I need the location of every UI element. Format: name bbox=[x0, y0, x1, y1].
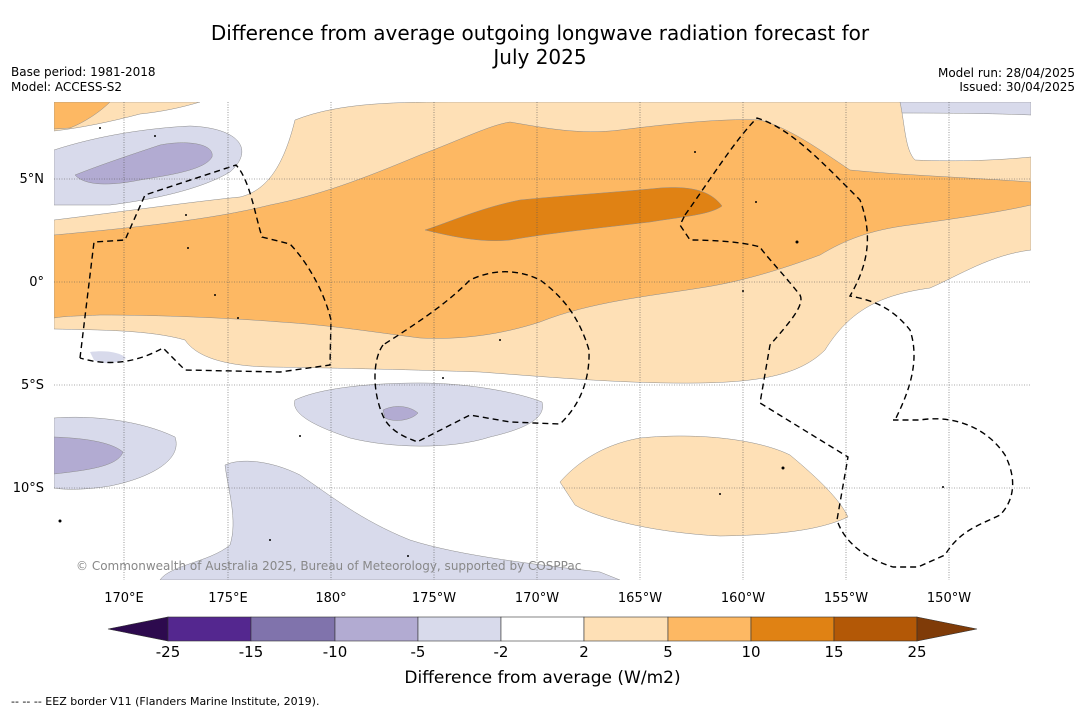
island-marker bbox=[694, 151, 696, 153]
island-marker bbox=[237, 317, 239, 319]
colorbar-tick: 5 bbox=[663, 643, 673, 661]
island-marker bbox=[269, 539, 271, 541]
anomaly-region-n5-n2-sw2 bbox=[90, 351, 126, 364]
colorbar-bin bbox=[417, 616, 502, 642]
island-marker bbox=[942, 486, 944, 488]
island-marker bbox=[214, 294, 216, 296]
base-period: Base period: 1981-2018 bbox=[11, 65, 156, 79]
colorbar-tick: -15 bbox=[238, 643, 264, 661]
island-marker bbox=[299, 435, 301, 437]
island-marker bbox=[499, 339, 501, 341]
island-marker bbox=[154, 135, 156, 137]
anomaly-region-n10-n5-nw bbox=[74, 142, 213, 185]
lon-label-180: 180° bbox=[315, 591, 346, 606]
colorbar-bin bbox=[667, 616, 752, 642]
lon-label-170w: 170°W bbox=[515, 591, 559, 606]
lat-label-10s: 10°S bbox=[13, 481, 44, 496]
lat-label-5n: 5°N bbox=[20, 172, 45, 187]
chart-title-line2: July 2025 bbox=[493, 45, 587, 69]
anomaly-region-p10-p15 bbox=[424, 187, 723, 241]
lon-label-175w: 175°W bbox=[412, 591, 456, 606]
colorbar-bin bbox=[500, 616, 585, 642]
gridlines bbox=[54, 102, 1031, 580]
island-marker bbox=[719, 493, 721, 495]
colorbar-bin bbox=[583, 616, 669, 642]
island-marker bbox=[755, 201, 757, 203]
copyright-text: © Commonwealth of Australia 2025, Bureau… bbox=[76, 559, 581, 573]
colorbar bbox=[107, 616, 978, 642]
colorbar-bin bbox=[334, 616, 419, 642]
colorbar-bin bbox=[250, 616, 336, 642]
colorbar-bin bbox=[833, 616, 918, 642]
lat-label-0: 0° bbox=[29, 275, 44, 290]
island-marker bbox=[781, 466, 785, 470]
anomaly-region-n10-n5-w bbox=[54, 436, 124, 475]
colorbar-tick: -2 bbox=[493, 643, 509, 661]
colorbar-tick: -10 bbox=[322, 643, 348, 661]
issued-date: Issued: 30/04/2025 bbox=[959, 80, 1075, 94]
lon-label-165w: 165°W bbox=[618, 591, 662, 606]
island-markers bbox=[58, 127, 944, 557]
eez-footnote: -- -- -- EEZ border V11 (Flanders Marine… bbox=[11, 695, 320, 708]
colorbar-upper-extension bbox=[916, 616, 978, 642]
island-marker bbox=[795, 240, 799, 244]
anomaly-region-n5-n2-sw bbox=[159, 460, 621, 580]
eez-border-west bbox=[79, 164, 332, 373]
lon-label-175e: 175°E bbox=[208, 591, 248, 606]
island-marker bbox=[742, 290, 744, 292]
colorbar-title: Difference from average (W/m2) bbox=[404, 668, 681, 688]
eez-borders bbox=[79, 117, 1014, 568]
lon-label-150w: 150°W bbox=[927, 591, 971, 606]
colorbar-tick: -25 bbox=[155, 643, 181, 661]
colorbar-bin bbox=[167, 616, 252, 642]
island-marker bbox=[187, 247, 189, 249]
anomaly-region-n10-n5-mid bbox=[382, 406, 419, 421]
eez-border-east bbox=[679, 117, 1014, 568]
colorbar-tick: -5 bbox=[410, 643, 426, 661]
colorbar-bin bbox=[750, 616, 835, 642]
model-run: Model run: 28/04/2025 bbox=[937, 66, 1075, 80]
island-marker bbox=[407, 555, 409, 557]
chart-title-line1: Difference from average outgoing longwav… bbox=[210, 21, 870, 45]
colorbar-lower-extension bbox=[107, 616, 169, 642]
anomaly-region-p5-p10-top bbox=[54, 102, 111, 130]
colorbar-tick: 10 bbox=[741, 643, 761, 661]
lon-label-170e: 170°E bbox=[104, 591, 144, 606]
lat-label-5s: 5°S bbox=[21, 378, 44, 393]
anomaly-region-p2-p5-south bbox=[559, 435, 849, 537]
island-marker bbox=[442, 377, 444, 379]
anomaly-region-n5-n2-mid bbox=[294, 382, 543, 447]
lon-label-155w: 155°W bbox=[824, 591, 868, 606]
map-field: © Commonwealth of Australia 2025, Bureau… bbox=[54, 102, 1031, 580]
lon-label-160w: 160°W bbox=[721, 591, 765, 606]
colorbar-tick: 15 bbox=[824, 643, 844, 661]
island-marker bbox=[58, 519, 62, 523]
colorbar-tick: 2 bbox=[579, 643, 589, 661]
island-marker bbox=[185, 214, 187, 216]
model-name: Model: ACCESS-S2 bbox=[11, 80, 123, 94]
island-marker bbox=[99, 127, 101, 129]
colorbar-tick: 25 bbox=[907, 643, 927, 661]
